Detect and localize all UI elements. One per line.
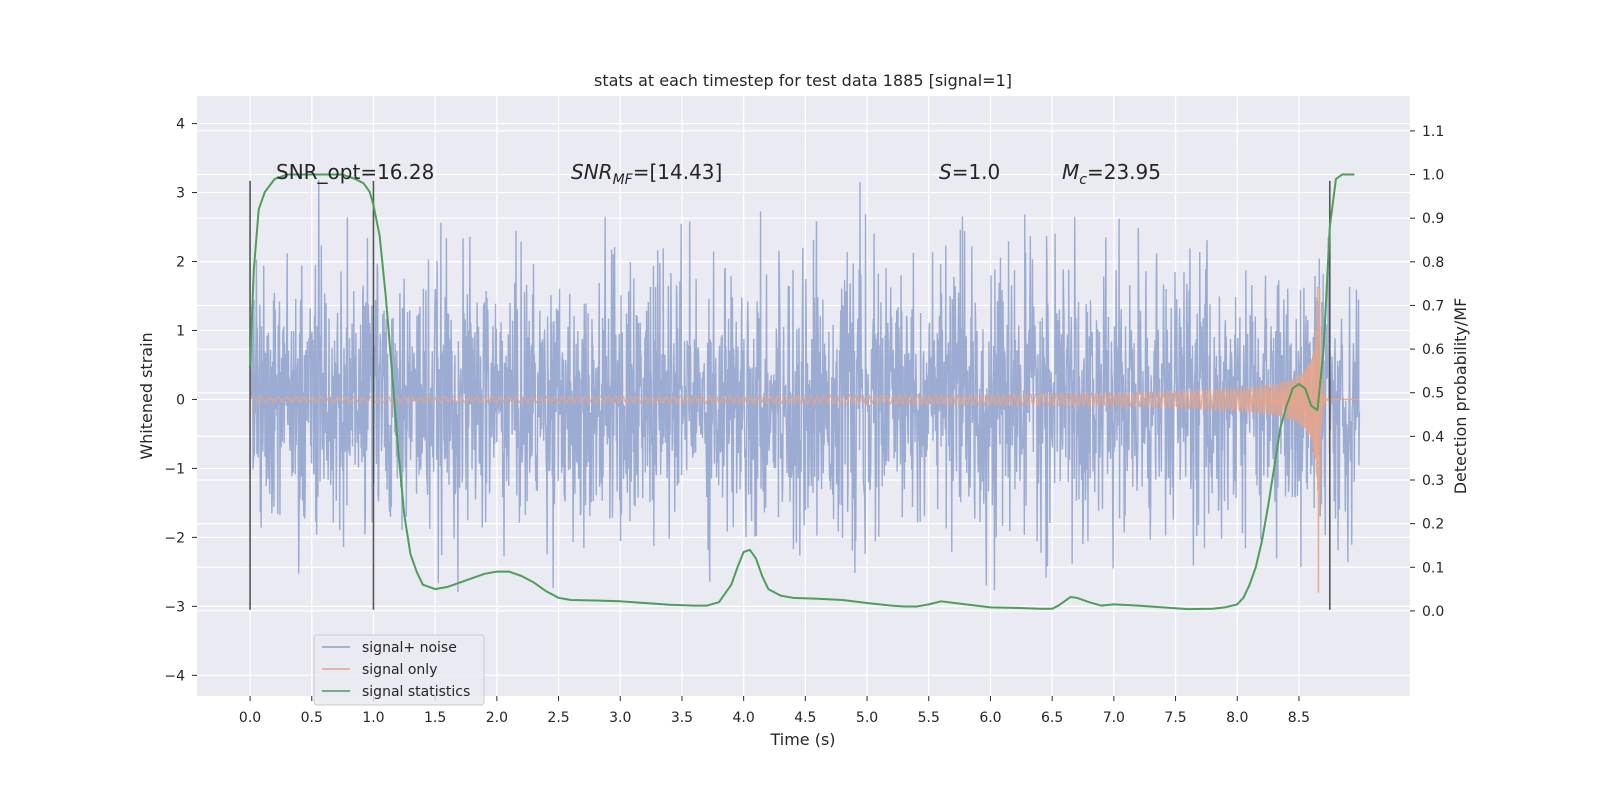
annotation-mc-sub: c (1079, 172, 1087, 188)
annotation-mc-main: M (1062, 160, 1079, 184)
signal-line (249, 286, 1360, 593)
y-right-tick-label: 0.6 (1422, 342, 1444, 358)
x-tick-label: 1.0 (362, 710, 384, 726)
x-tick-label: 6.5 (1041, 710, 1063, 726)
x-tick-label: 7.0 (1103, 710, 1125, 726)
x-tick-label: 0.5 (301, 710, 323, 726)
x-tick-label: 8.5 (1288, 710, 1310, 726)
y-tick-label: 2 (176, 255, 185, 271)
y-right-tick-label: 0.7 (1422, 298, 1444, 314)
noise-line (249, 180, 1361, 593)
legend-label-noise: signal+ noise (362, 640, 457, 656)
y-right-axis-label: Detection probability/MF (1451, 298, 1470, 495)
x-tick-label: 8.0 (1226, 710, 1248, 726)
series-signal-only (249, 286, 1360, 593)
legend: signal+ noise signal only signal statist… (313, 634, 485, 706)
chart-title: stats at each timestep for test data 188… (594, 71, 1012, 90)
x-tick-label: 7.5 (1164, 710, 1186, 726)
x-tick-label: 1.5 (424, 710, 446, 726)
annotation-mc: Mc=23.95 (1062, 160, 1161, 188)
x-tick-label: 5.5 (918, 710, 940, 726)
y-right-tick-label: 0.5 (1422, 386, 1444, 402)
y-right-tick-label: 0.9 (1422, 211, 1444, 227)
y-tick-label: −4 (164, 668, 185, 684)
y-right-tick-label: 0.2 (1422, 517, 1444, 533)
x-tick-label: 2.5 (547, 710, 569, 726)
annotation-snr-mf-sub: MF (613, 172, 634, 188)
annotation-snr-mf-main: SNR (571, 160, 613, 184)
y-right-tick-label: 0.1 (1422, 560, 1444, 576)
x-tick-label: 5.0 (856, 710, 878, 726)
y-tick-label: 0 (176, 392, 185, 408)
x-tick-label: 3.0 (609, 710, 631, 726)
series-signal-statistics (249, 173, 1355, 611)
annotation-mc-val: =23.95 (1087, 160, 1161, 184)
annotation-s-val: =1.0 (952, 160, 1001, 184)
axis-ticks: 0.0 0.5 1.0 1.5 2.0 2.5 3.0 3.5 4.0 4.5 5.0 5.5 6.0 6… (164, 117, 1444, 726)
y-tick-label: 4 (176, 117, 185, 133)
annotation-s: S=1.0 (939, 160, 1000, 184)
y-tick-label: −2 (164, 530, 185, 546)
y-tick-label: −1 (164, 461, 185, 477)
y-right-tick-label: 0.4 (1422, 429, 1444, 445)
legend-label-statistics: signal statistics (362, 684, 470, 700)
y-right-tick-label: 1.0 (1422, 168, 1444, 184)
annotation-s-main: S (939, 160, 952, 184)
y-axis-label: Whitened strain (137, 332, 156, 459)
y-tick-label: 1 (176, 323, 185, 339)
y-tick-label: −3 (164, 599, 185, 615)
annotation-snr-mf: SNRMF=[14.43] (571, 160, 722, 188)
x-axis-label: Time (s) (769, 730, 835, 749)
annotation-snr-mf-val: =[14.43] (633, 160, 723, 184)
x-tick-label: 2.0 (486, 710, 508, 726)
x-tick-label: 4.5 (794, 710, 816, 726)
statistics-line (249, 173, 1355, 611)
x-tick-label: 3.5 (671, 710, 693, 726)
x-tick-label: 6.0 (979, 710, 1001, 726)
y-right-tick-label: 0.0 (1422, 604, 1444, 620)
series-signal-plus-noise (249, 180, 1361, 593)
y-right-tick-label: 0.3 (1422, 473, 1444, 489)
annotation-snr-opt: SNR_opt=16.28 (276, 160, 434, 184)
x-tick-label: 4.0 (733, 710, 755, 726)
y-right-tick-label: 1.1 (1422, 124, 1444, 140)
legend-box (313, 634, 485, 706)
legend-label-signal: signal only (362, 662, 437, 678)
x-tick-label: 0.0 (239, 710, 261, 726)
y-right-tick-label: 0.8 (1422, 255, 1444, 271)
y-tick-label: 3 (176, 186, 185, 202)
vertical-markers (249, 180, 1331, 610)
